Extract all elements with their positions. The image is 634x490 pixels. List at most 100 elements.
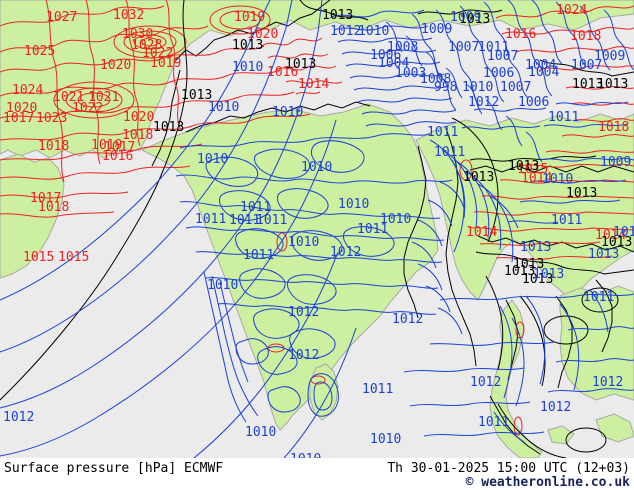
isobar-value-label: 1012 [468, 95, 499, 110]
central-asia-landmass [0, 0, 634, 159]
isobar-value-label: 1011 [427, 125, 458, 140]
isobar-1014-east [479, 241, 601, 246]
isobar-1010-sea [193, 251, 339, 458]
isobar-value-label: 1013 [285, 57, 316, 72]
isobar-value-label: 1018 [570, 29, 601, 44]
isobar-blob [219, 190, 271, 221]
isobar-value-label: 1012 [288, 305, 319, 320]
isobar-value-label: 1013 [601, 235, 632, 250]
isobar-1013-north [299, 0, 369, 21]
isobar-blob [235, 338, 269, 365]
isobar-himalaya-high [285, 80, 343, 84]
isobar-value-label: 1018 [122, 128, 153, 143]
isobar-value-label: 1018 [598, 120, 629, 135]
isobar-1011-india [179, 201, 441, 219]
isobar-value-label: 1012 [392, 312, 423, 327]
isobar-1014-east [561, 134, 634, 138]
isobar-value-label: 1013 [508, 159, 539, 174]
isobar-1014-east [473, 211, 634, 216]
isobar-high-layer [0, 0, 634, 436]
isobar-closed-high [113, 25, 187, 59]
isobar-1013-east [539, 59, 634, 77]
isobar-1026 [0, 45, 265, 73]
isobar-closed-high [53, 81, 135, 119]
isobar-value-label: 1007 [500, 80, 531, 95]
isobar-reference-layer [0, 0, 634, 458]
malaysia-border [489, 395, 541, 455]
isobar-1011-bay [423, 431, 545, 437]
copyright-notice[interactable]: © weatheronline.co.uk [465, 475, 630, 490]
isobar-1014-east [515, 46, 634, 53]
isobar-micro-high [276, 232, 288, 252]
isobar-value-label: 1020 [123, 110, 154, 125]
isobar-1018 [0, 165, 191, 180]
isobar-1010-sea [0, 0, 323, 409]
isobar-1012-bay [439, 293, 634, 301]
isobar-1013-east [451, 117, 499, 243]
isobar-value-label: 1010 [542, 172, 573, 187]
isobar-value-label: 1006 [518, 95, 549, 110]
isobar-low-layer [0, 0, 634, 458]
isobar-1014-east [539, 65, 634, 71]
valid-time: Th 30-01-2025 15:00 UTC (12+03) [387, 461, 630, 476]
isobar-1020 [0, 113, 311, 141]
isobar-value-label: 1013 [588, 247, 619, 262]
isobar-1013-peninsula [519, 295, 546, 387]
isobar-1012-india [205, 277, 439, 289]
isobar-1015-east [501, 27, 634, 35]
isobar-value-label: 1007 [571, 58, 602, 73]
map-footer: Surface pressure [hPa] ECMWF Th 30-01-20… [0, 458, 634, 490]
isobar-value-label: 1010 [245, 425, 276, 440]
isobar-1016-east [495, 5, 634, 19]
isobar-value-label: 1013 [533, 267, 564, 282]
isobar-1010-sea [283, 327, 357, 458]
isobar-1013-peninsula [497, 403, 567, 458]
isobar-value-label: 1019 [234, 10, 265, 25]
isobar-value-label: 1025 [24, 44, 55, 59]
isobar-value-label: 1021 [53, 90, 84, 105]
isobar-1013-closed [543, 315, 589, 345]
isobar-value-label: 1023 [36, 111, 67, 126]
isobar-value-label: 1018 [38, 200, 69, 215]
isobar-ridge-c [125, 0, 141, 147]
isobar-1014-east [565, 86, 634, 90]
isobar-value-label: 1010 [197, 152, 228, 167]
product-title: Surface pressure [hPa] ECMWF [4, 461, 224, 476]
isobar-value-label: 1013 [181, 88, 212, 103]
isobar-blob [253, 148, 310, 179]
thailand-laos-border [477, 235, 634, 253]
isobar-1013-closed [581, 287, 619, 313]
isobar-value-label: 1004 [528, 65, 559, 80]
isobar-1011-bay [409, 401, 531, 407]
isobar-value-label: 1011 [357, 222, 388, 237]
isobar-value-label: 1008 [420, 72, 451, 87]
isobar-value-label: 1019 [150, 56, 181, 71]
isobar-value-label: 1010 [462, 80, 493, 95]
isobar-value-label: 1017 [3, 111, 34, 126]
surface-pressure-map[interactable]: 1027 1032 1030 1028 1025 1022 1020 1019 1024 1021… [0, 0, 634, 458]
isobar-1014-east [571, 102, 634, 106]
isobar-ghats [219, 281, 249, 383]
isobar-blob [267, 386, 301, 413]
isobar-value-label: 1011 [240, 200, 271, 215]
isobar-value-label: 1013 [463, 170, 494, 185]
isobar-value-label: 1011 [229, 213, 260, 228]
isobar-value-label: 1011 [551, 213, 582, 228]
isobar-peninsula-dense [493, 289, 609, 443]
island-landmass [595, 413, 634, 443]
isobar-1010-sea [0, 119, 337, 457]
isobar-value-label: 1014 [521, 171, 552, 186]
isobar-value-label: 1010 [290, 452, 321, 458]
isobar-value-label: 1011 [195, 212, 226, 227]
isobar-1014-east [469, 227, 634, 232]
isobar-value-label: 1004 [525, 58, 556, 73]
isobar-value-label: 1012 [330, 245, 361, 260]
isobar-value-label: 1008 [387, 40, 418, 55]
isobar-value-label: 1009 [450, 10, 481, 25]
bangladesh-border [403, 145, 427, 319]
isobar-closed-high [77, 92, 111, 108]
isobar-1012-india [217, 303, 437, 315]
isobar-1010-india [175, 174, 453, 184]
isobar-closed-high [133, 34, 167, 50]
